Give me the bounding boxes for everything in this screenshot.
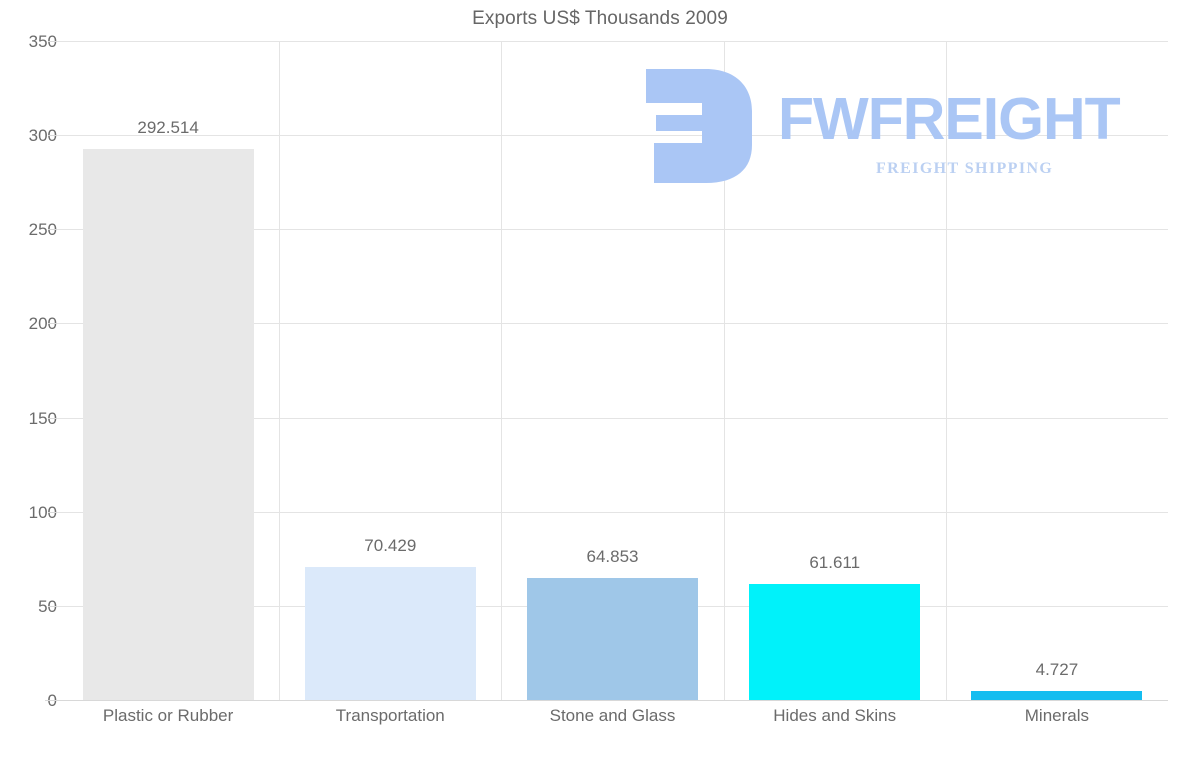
bar-value-label: 292.514 (137, 118, 199, 138)
gridline-horizontal (57, 511, 1168, 513)
y-axis-tick-mark (48, 605, 57, 607)
gridline-horizontal (57, 323, 1168, 325)
bar[interactable] (971, 691, 1143, 700)
y-axis-tick-label: 100 (28, 502, 57, 522)
y-axis-tick-mark (48, 41, 57, 42)
gridline-horizontal (57, 229, 1168, 231)
gridline-horizontal (57, 417, 1168, 419)
gridline-vertical (279, 41, 280, 700)
y-axis-tick-label: 350 (28, 32, 57, 51)
y-axis-tick-mark (48, 135, 57, 137)
y-axis-tick-mark (48, 323, 57, 325)
y-axis-tick-mark (48, 417, 57, 419)
gridline-horizontal (57, 41, 1168, 42)
gridline-horizontal (57, 135, 1168, 137)
y-axis-tick-label: 250 (28, 220, 57, 240)
gridline-vertical (946, 41, 947, 700)
y-axis-tick-label: 150 (28, 408, 57, 428)
bar[interactable] (82, 149, 254, 700)
chart-title: Exports US$ Thousands 2009 (472, 8, 728, 29)
x-axis-tick-label: Minerals (1024, 706, 1090, 725)
x-axis-tick-label: Transportation (335, 706, 445, 725)
x-axis-baseline (45, 700, 1168, 701)
y-axis-tick-label: 50 (38, 596, 57, 616)
y-axis-tick-label: 300 (28, 126, 57, 146)
bar-value-label: 61.611 (809, 552, 861, 572)
y-axis-tick-label: 0 (13, 691, 57, 711)
gridline-vertical (724, 41, 725, 700)
bar-value-label: 64.853 (586, 546, 639, 566)
y-axis-tick-mark (48, 229, 57, 231)
bar[interactable] (527, 577, 698, 700)
gridline-vertical (501, 41, 502, 700)
bar-value-label: 4.727 (1035, 660, 1079, 680)
x-axis-tick-label: Stone and Glass (549, 706, 676, 725)
bar[interactable] (304, 567, 476, 700)
y-axis-tick-mark (48, 511, 57, 513)
bar-value-label: 70.429 (364, 536, 417, 556)
x-axis-tick-label: Hides and Skins (773, 706, 897, 725)
y-axis-tick-label: 200 (28, 314, 57, 334)
bar[interactable] (749, 584, 921, 700)
x-axis-tick-label: Plastic or Rubber (102, 706, 234, 725)
y-axis: 0 50 100 150 200 250 300 350 (0, 0, 57, 763)
plot-area: 292.514 70.429 64.853 61.611 4.727 (57, 41, 1168, 701)
x-axis: Plastic or Rubber Transportation Stone and… (57, 706, 1168, 746)
